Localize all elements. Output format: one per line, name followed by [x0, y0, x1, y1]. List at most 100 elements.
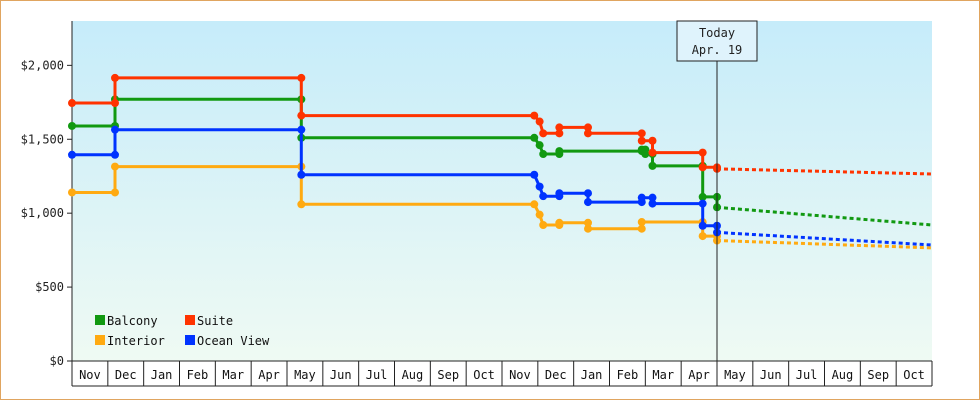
x-tick-label: Aug — [832, 368, 854, 382]
data-point — [111, 73, 119, 82]
data-point — [555, 147, 564, 156]
data-point — [535, 182, 544, 191]
x-tick-label: Sep — [437, 368, 459, 382]
x-tick-label: Nov — [79, 368, 101, 382]
plot-area — [72, 21, 932, 361]
x-tick-label: Aug — [402, 368, 424, 382]
data-point — [555, 129, 564, 138]
legend-label: Interior — [107, 334, 165, 348]
data-point — [539, 221, 548, 229]
x-axis: Nov Dec Jan Feb Mar Apr May Jun Jul Aug Sep Oct Nov D… — [71, 360, 933, 387]
data-point — [555, 123, 564, 132]
x-tick-label: May — [724, 368, 746, 382]
data-point — [637, 218, 646, 227]
data-point — [648, 161, 657, 170]
series-suite — [68, 73, 933, 176]
today-label: Today — [699, 26, 735, 40]
x-tick-label: Feb — [617, 368, 639, 382]
data-point — [584, 189, 592, 198]
data-point — [584, 123, 592, 132]
legend-swatch — [95, 335, 105, 345]
data-point — [535, 210, 544, 219]
x-tick-label: Jan — [151, 368, 173, 382]
data-point — [530, 111, 539, 120]
series-line — [72, 128, 719, 233]
data-point — [297, 125, 306, 134]
x-tick-label: Sep — [867, 368, 889, 382]
today-date: Apr. 19 — [692, 43, 743, 57]
data-point — [539, 192, 548, 201]
data-point — [297, 170, 306, 179]
data-point — [698, 148, 707, 157]
x-tick-label: Jul — [366, 368, 388, 382]
data-point — [698, 221, 707, 230]
y-tick-label: $1,000 — [21, 206, 64, 220]
y-tick-label: $500 — [35, 280, 64, 294]
data-point — [539, 150, 548, 159]
data-point — [111, 162, 119, 171]
x-tick-label: Mar — [652, 368, 674, 382]
data-point — [641, 150, 650, 159]
legend-swatch — [185, 335, 195, 345]
data-point — [584, 218, 592, 227]
forecast-line — [716, 205, 933, 227]
data-point — [297, 111, 306, 120]
data-point — [648, 193, 657, 202]
x-tick-label: Jun — [760, 368, 782, 382]
data-point — [68, 121, 76, 130]
y-axis: $0 $500 $1,000 $1,500 $2,000 — [21, 21, 73, 368]
series-line — [72, 76, 719, 169]
x-tick-label: Jan — [581, 368, 603, 382]
x-tick-label: Mar — [222, 368, 244, 382]
legend-swatch — [185, 315, 195, 325]
data-point — [530, 133, 539, 142]
data-point — [297, 73, 306, 82]
x-tick-label: Apr — [688, 368, 710, 382]
x-tick-label: Feb — [187, 368, 209, 382]
y-tick-label: $2,000 — [21, 58, 64, 72]
legend-label: Ocean View — [197, 334, 270, 348]
x-tick-label: Jun — [330, 368, 352, 382]
data-point — [68, 99, 76, 108]
data-point — [637, 224, 646, 233]
data-point — [584, 224, 592, 233]
data-point — [111, 188, 119, 197]
x-tick-label: Oct — [473, 368, 495, 382]
data-point — [68, 150, 76, 159]
data-point — [535, 141, 544, 150]
today-marker: Today Apr. 19 — [676, 20, 758, 361]
legend-swatch — [95, 315, 105, 325]
data-point — [648, 136, 657, 145]
series-layer — [68, 73, 933, 250]
data-point — [111, 150, 119, 159]
data-point — [698, 163, 707, 172]
data-point — [584, 198, 592, 207]
today-box — [676, 20, 758, 62]
data-point — [584, 129, 592, 138]
data-point — [111, 99, 119, 108]
data-point — [637, 193, 646, 202]
legend: Balcony Suite Interior Ocean View — [95, 314, 270, 348]
legend-label: Balcony — [107, 314, 158, 328]
x-tick-label: Dec — [545, 368, 567, 382]
x-tick-label: Dec — [115, 368, 137, 382]
data-point — [530, 200, 539, 209]
forecast-line — [716, 230, 933, 247]
legend-label: Suite — [197, 314, 233, 328]
data-point — [535, 117, 544, 126]
x-tick-label: Oct — [903, 368, 925, 382]
series-ocean-view — [68, 125, 933, 247]
data-point — [698, 232, 707, 241]
data-point — [648, 148, 657, 157]
data-point — [539, 129, 548, 138]
x-tick-label: Nov — [509, 368, 531, 382]
x-tick-label: May — [294, 368, 316, 382]
forecast-line — [716, 167, 933, 176]
data-point — [297, 200, 306, 209]
forecast-line — [716, 239, 933, 250]
data-point — [530, 170, 539, 179]
data-point — [555, 218, 564, 227]
y-tick-label: $0 — [50, 354, 64, 368]
